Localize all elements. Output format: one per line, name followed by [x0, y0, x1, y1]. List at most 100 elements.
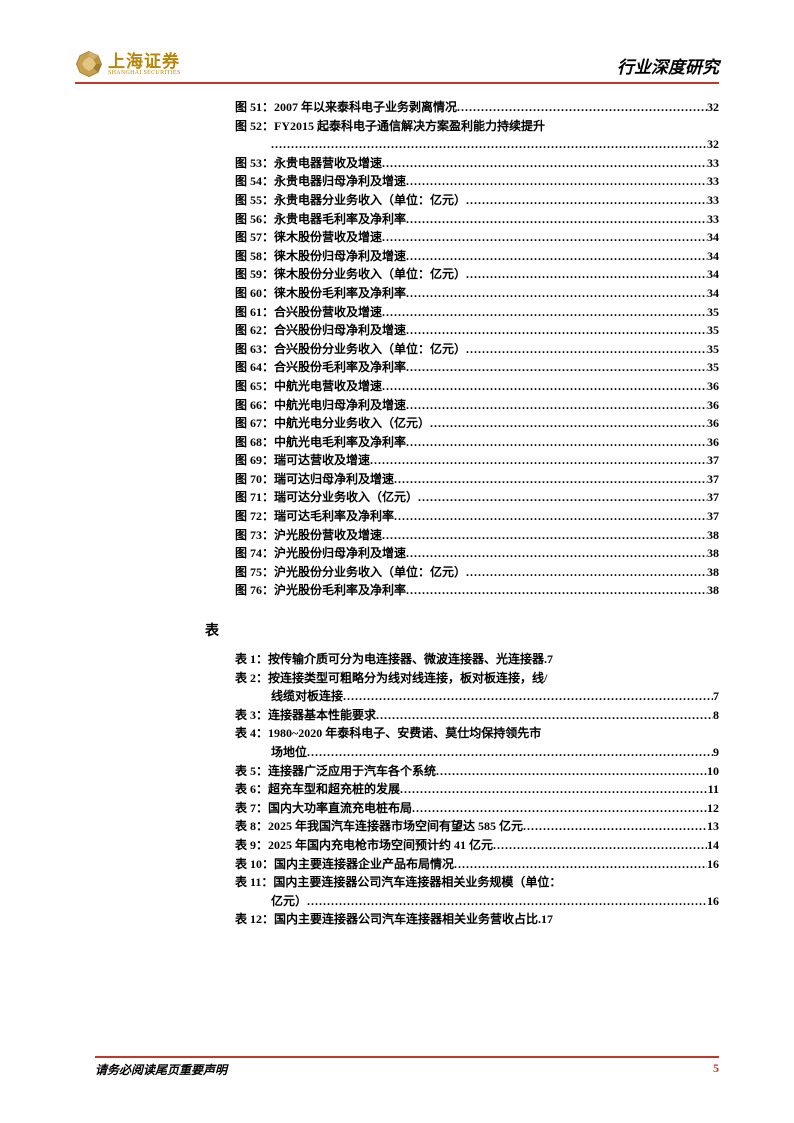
toc-leader: [406, 321, 707, 340]
toc-entry: 图 58：徕木股份归母净利及增速34: [235, 247, 719, 266]
toc-entry: 表 3：连接器基本性能要求8: [235, 706, 719, 725]
logo-en: SHANGHAI SECURITIES: [108, 70, 181, 76]
toc-label: 图 59：徕木股份分业务收入（单位：亿元）: [235, 265, 466, 284]
toc-label: 表 9：2025 年国内充电枪市场空间预计约 41 亿元: [235, 836, 493, 855]
toc-entry: 表 6：超充车型和超充桩的发展11: [235, 780, 719, 799]
footer-page: 5: [713, 1061, 719, 1078]
toc-leader: [466, 563, 707, 582]
toc-label: 图 54：永贵电器归母净利及增速: [235, 172, 406, 191]
toc-entry: 表 2：按连接类型可粗略分为线对线连接，板对板连接，线/: [235, 669, 719, 688]
toc-leader: [406, 247, 707, 266]
toc-leader: [307, 892, 707, 911]
toc-leader: [382, 526, 707, 545]
toc-label: 图 51：2007 年以来泰科电子业务剥离情况: [235, 98, 457, 117]
toc-page: 35: [707, 321, 719, 340]
toc-entry: 图 67：中航光电分业务收入（亿元） 36: [235, 414, 719, 433]
toc-leader: [430, 414, 707, 433]
toc-leader: [376, 706, 713, 725]
header: 上海证券 SHANGHAI SECURITIES 行业深度研究: [75, 50, 719, 84]
toc-label: 图 67：中航光电分业务收入（亿元）: [235, 414, 430, 433]
toc-entry: 图 57：徕木股份营收及增速34: [235, 228, 719, 247]
toc-page: 36: [707, 433, 719, 452]
toc-page: 36: [707, 414, 719, 433]
toc-label: 图 56：永贵电器毛利率及净利率: [235, 210, 406, 229]
toc-page: 33: [707, 172, 719, 191]
toc-entry: 图 52：FY2015 起泰科电子通信解决方案盈利能力持续提升: [235, 117, 719, 136]
toc-entry: 线缆对板连接7: [235, 687, 719, 706]
toc-entry: 图 54：永贵电器归母净利及增速 33: [235, 172, 719, 191]
toc-page: 10: [707, 762, 719, 781]
toc-label: 图 52：FY2015 起泰科电子通信解决方案盈利能力持续提升: [235, 117, 545, 136]
toc-figures: 图 51：2007 年以来泰科电子业务剥离情况32图 52：FY2015 起泰科…: [235, 98, 719, 600]
toc-entry: 图 75：沪光股份分业务收入（单位：亿元）38: [235, 563, 719, 582]
toc-label: 图 72：瑞可达毛利率及净利率: [235, 507, 394, 526]
toc-page: 34: [707, 247, 719, 266]
toc-page: 38: [707, 544, 719, 563]
toc-entry: 场地位9: [235, 743, 719, 762]
toc-leader: [382, 228, 707, 247]
toc-leader: [457, 98, 707, 117]
toc-leader: [382, 377, 707, 396]
toc-label: 图 62：合兴股份归母净利及增速: [235, 321, 406, 340]
toc-entry: 图 73：沪光股份营收及增速38: [235, 526, 719, 545]
toc-label: 表 12：国内主要连接器公司汽车连接器相关业务营收占比: [235, 910, 538, 929]
toc-label: 图 53：永贵电器营收及增速: [235, 154, 382, 173]
toc-label: 图 66：中航光电归母净利及增速: [235, 396, 406, 415]
logo-text: 上海证券 SHANGHAI SECURITIES: [108, 53, 181, 76]
tables-heading: 表: [205, 620, 719, 640]
logo: 上海证券 SHANGHAI SECURITIES: [75, 50, 181, 78]
logo-icon: [75, 50, 103, 78]
toc-label: 图 71：瑞可达分业务收入（亿元）: [235, 488, 418, 507]
toc-leader: [400, 780, 708, 799]
toc-label: 表 7：国内大功率直流充电桩布局: [235, 799, 412, 818]
toc-entry: 图 72：瑞可达毛利率及净利率 37: [235, 507, 719, 526]
toc-entry: 图 62：合兴股份归母净利及增速 35: [235, 321, 719, 340]
toc-entry: 表 5：连接器广泛应用于汽车各个系统 10: [235, 762, 719, 781]
toc-entry: 表 10：国内主要连接器企业产品布局情况16: [235, 855, 719, 874]
toc-leader: [412, 799, 707, 818]
toc-label: 线缆对板连接: [271, 687, 343, 706]
toc-tables: 表 1：按传输介质可分为电连接器、微波连接器、光连接器.7表 2：按连接类型可粗…: [235, 650, 719, 929]
toc-label: 图 61：合兴股份营收及增速: [235, 303, 382, 322]
toc-page: 38: [707, 563, 719, 582]
toc-label: 表 6：超充车型和超充桩的发展: [235, 780, 400, 799]
toc-entry: 亿元） 16: [235, 892, 719, 911]
toc-label: 图 68：中航光电毛利率及净利率: [235, 433, 406, 452]
toc-page: 34: [707, 228, 719, 247]
toc-label: 图 74：沪光股份归母净利及增速: [235, 544, 406, 563]
toc-page: 37: [707, 488, 719, 507]
toc-page: .7: [544, 650, 553, 669]
toc-entry: 图 60：徕木股份毛利率及净利率34: [235, 284, 719, 303]
toc-label: 表 3：连接器基本性能要求: [235, 706, 376, 725]
toc-entry: 32: [235, 135, 719, 154]
page: 上海证券 SHANGHAI SECURITIES 行业深度研究 图 51：200…: [0, 0, 794, 1123]
toc-label: 图 55：永贵电器分业务收入（单位：亿元）: [235, 191, 466, 210]
toc-leader: [406, 172, 707, 191]
toc-page: 35: [707, 358, 719, 377]
toc-page: 37: [707, 507, 719, 526]
toc-label: 表 11：国内主要连接器公司汽车连接器相关业务规模（单位：: [235, 873, 561, 892]
toc-page: 16: [707, 892, 719, 911]
toc-leader: [436, 762, 707, 781]
toc-label: 表 5：连接器广泛应用于汽车各个系统: [235, 762, 436, 781]
toc-entry: 表 4：1980~2020 年泰科电子、安费诺、莫仕均保持领先市: [235, 724, 719, 743]
toc-entry: 图 69：瑞可达营收及增速37: [235, 451, 719, 470]
toc-leader: [406, 210, 707, 229]
toc-leader: [370, 451, 707, 470]
toc-entry: 表 12：国内主要连接器公司汽车连接器相关业务营收占比.17: [235, 910, 719, 929]
toc-leader: [523, 817, 707, 836]
toc-entry: 表 11：国内主要连接器公司汽车连接器相关业务规模（单位：: [235, 873, 719, 892]
toc-leader: [406, 433, 707, 452]
toc-page: 36: [707, 377, 719, 396]
toc-entry: 图 51：2007 年以来泰科电子业务剥离情况32: [235, 98, 719, 117]
toc-leader: [466, 191, 707, 210]
toc-label: 亿元）: [271, 892, 307, 911]
toc-page: 37: [707, 451, 719, 470]
toc-entry: 图 59：徕木股份分业务收入（单位：亿元）34: [235, 265, 719, 284]
toc-page: 35: [707, 303, 719, 322]
toc-leader: [466, 265, 707, 284]
toc-entry: 图 56：永贵电器毛利率及净利率33: [235, 210, 719, 229]
toc-page: 33: [707, 191, 719, 210]
toc-label: 表 8：2025 年我国汽车连接器市场空间有望达 585 亿元: [235, 817, 523, 836]
toc-page: 16: [707, 855, 719, 874]
